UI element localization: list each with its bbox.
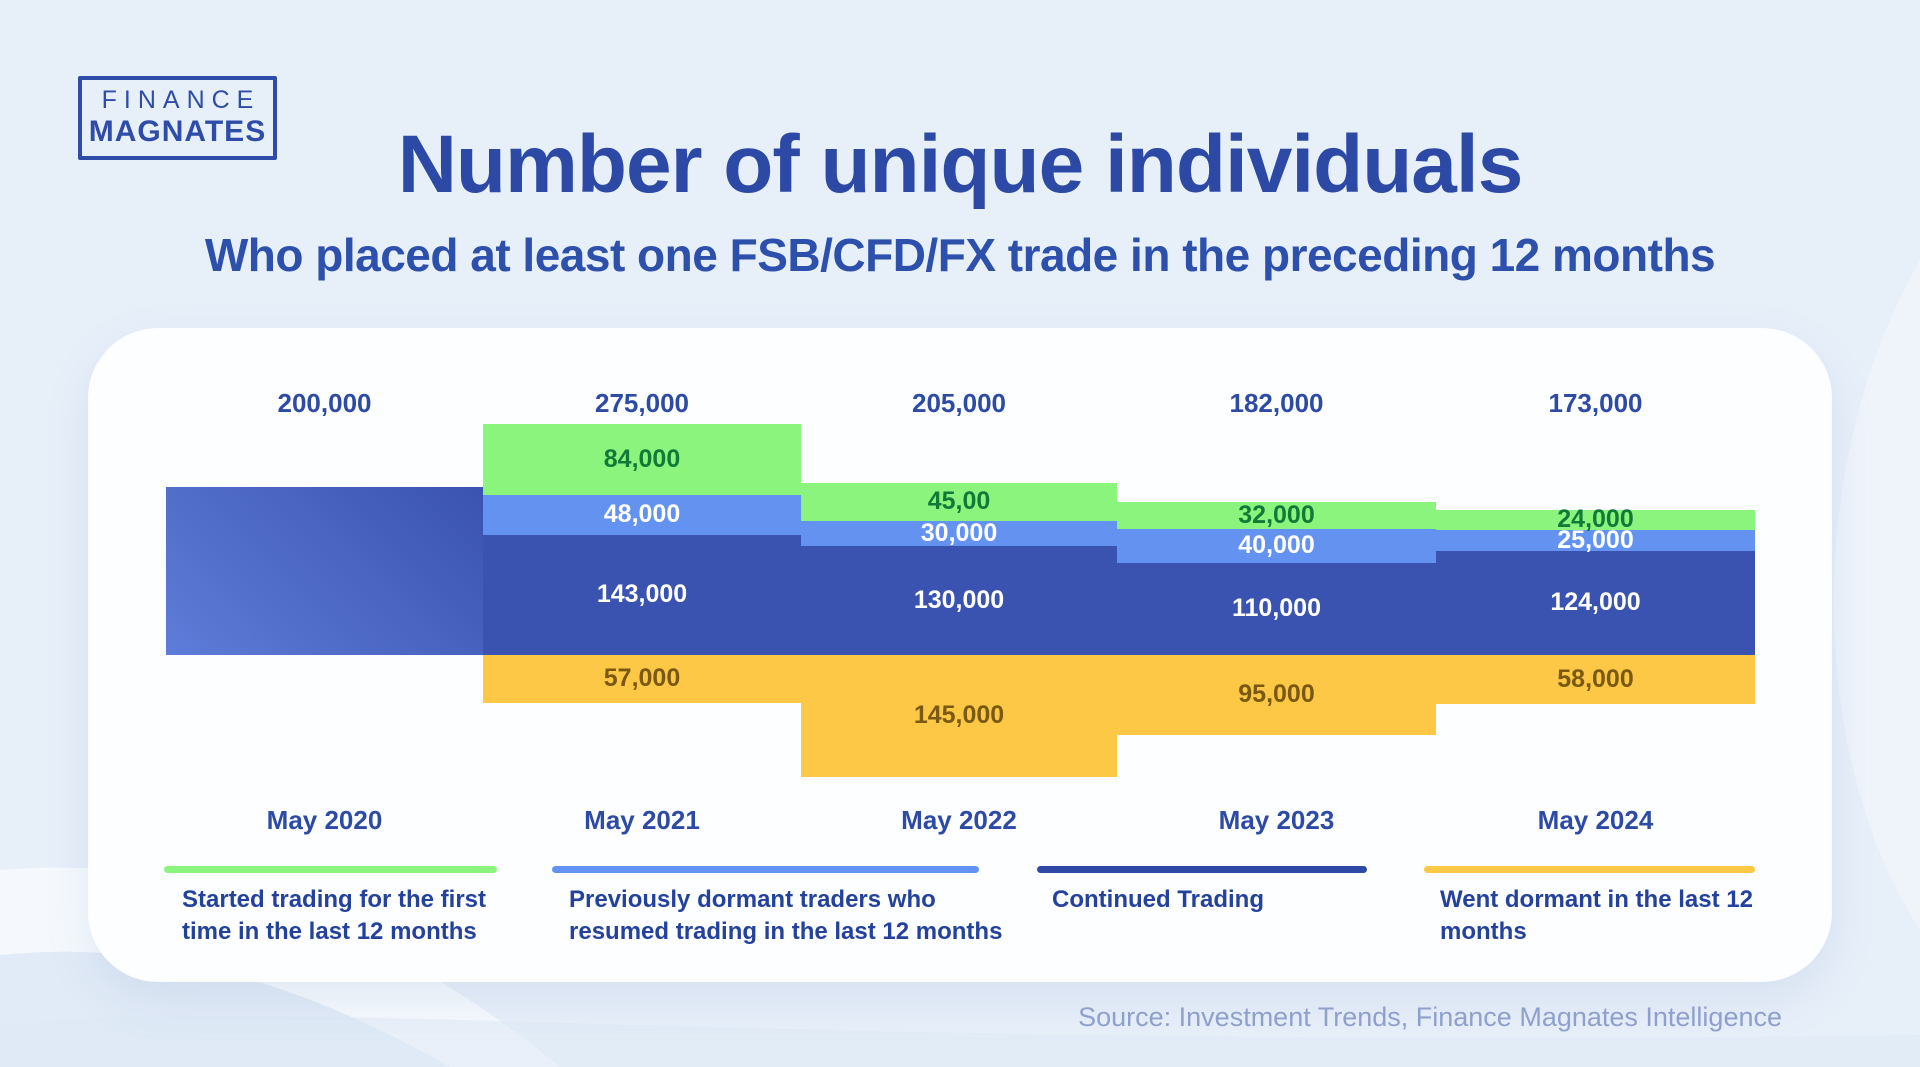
legend-color-line	[552, 866, 979, 873]
segment-value-label: 143,000	[596, 580, 688, 609]
legend-item-label: Went dormant in the last 12 months	[1440, 886, 1753, 946]
bar-segment-dark_blue: 110,000	[1117, 562, 1436, 655]
column-total-label: 275,000	[595, 388, 689, 418]
segment-value-label: 40,000	[1238, 531, 1315, 560]
segment-value-label: 58,000	[1557, 664, 1634, 693]
bar-segment-dark_blue	[166, 487, 483, 655]
bar-segment-light_blue: 48,000	[483, 494, 801, 535]
legend-color-line	[1424, 866, 1755, 873]
segment-value-label: 57,000	[603, 664, 681, 693]
x-axis-label: May 2020	[266, 805, 383, 835]
x-axis-label: May 2022	[901, 805, 1017, 835]
legend-item-label: Continued Trading	[1052, 886, 1264, 913]
segment-value-label: 84,000	[603, 444, 681, 473]
segment-value-label: 45,00	[927, 487, 991, 516]
logo-text-finance: FINANCE	[101, 86, 261, 114]
x-axis-label: May 2023	[1218, 805, 1335, 835]
segment-value-label: 145,000	[913, 701, 1005, 730]
bar-segment-yellow: 145,000	[801, 655, 1117, 777]
waterfall-bar-chart: 200,000 May 2020 275,000 May 2021 143,000 48,…	[88, 328, 1832, 982]
bar-segment-green: 24,000	[1436, 505, 1755, 534]
segment-value-label: 124,000	[1550, 588, 1641, 617]
bar-segment-yellow: 95,000	[1117, 655, 1436, 735]
bar-segment-dark_blue: 124,000	[1436, 550, 1755, 655]
segment-value-label: 110,000	[1232, 594, 1321, 623]
x-axis-label: May 2024	[1537, 805, 1654, 835]
page-subtitle: Who placed at least one FSB/CFD/FX trade…	[204, 229, 1716, 281]
page-title: Number of unique individuals	[397, 119, 1524, 210]
source-attribution: Source: Investment Trends, Finance Magna…	[1078, 1002, 1782, 1032]
bar-segment-light_blue: 25,000	[1436, 525, 1755, 554]
bar-segment-light_blue: 30,000	[801, 518, 1117, 547]
column-total-label: 200,000	[277, 388, 372, 418]
bar-segment-green: 84,000	[483, 424, 801, 495]
bar-segment-green: 32,000	[1117, 502, 1436, 529]
bar-segment-yellow: 57,000	[483, 655, 801, 703]
legend-item-label: Started trading for the first time in th…	[182, 886, 487, 946]
logo-text-magnates: MAGNATES	[88, 114, 267, 148]
bar-segment-dark_blue: 143,000	[483, 534, 801, 655]
legend-item-label: Previously dormant traders who resumed t…	[569, 886, 1003, 946]
segment-value-label: 24,000	[1557, 505, 1634, 534]
bar-segment-dark_blue: 130,000	[801, 545, 1117, 655]
segment-value-label: 95,000	[1238, 680, 1315, 709]
segment-value-label: 48,000	[603, 500, 681, 529]
column-total-label: 173,000	[1548, 388, 1643, 418]
segment-value-label: 32,000	[1238, 501, 1315, 530]
finance-magnates-logo: FINANCE MAGNATES	[78, 76, 277, 160]
bar-segment-light_blue: 40,000	[1117, 529, 1436, 563]
x-axis-label: May 2021	[584, 805, 700, 835]
chart-card: 200,000 May 2020 275,000 May 2021 143,000 48,…	[88, 328, 1832, 982]
segment-value-label: 130,000	[913, 585, 1005, 614]
bar-segment-yellow: 58,000	[1436, 655, 1755, 704]
legend-color-line	[1037, 866, 1367, 873]
segment-value-label: 30,000	[920, 518, 998, 547]
segment-value-label: 25,000	[1557, 525, 1634, 554]
legend-color-line	[164, 866, 497, 873]
bar-segment-green: 45,00	[801, 482, 1117, 521]
column-total-label: 182,000	[1229, 388, 1324, 418]
column-total-label: 205,000	[912, 388, 1006, 418]
